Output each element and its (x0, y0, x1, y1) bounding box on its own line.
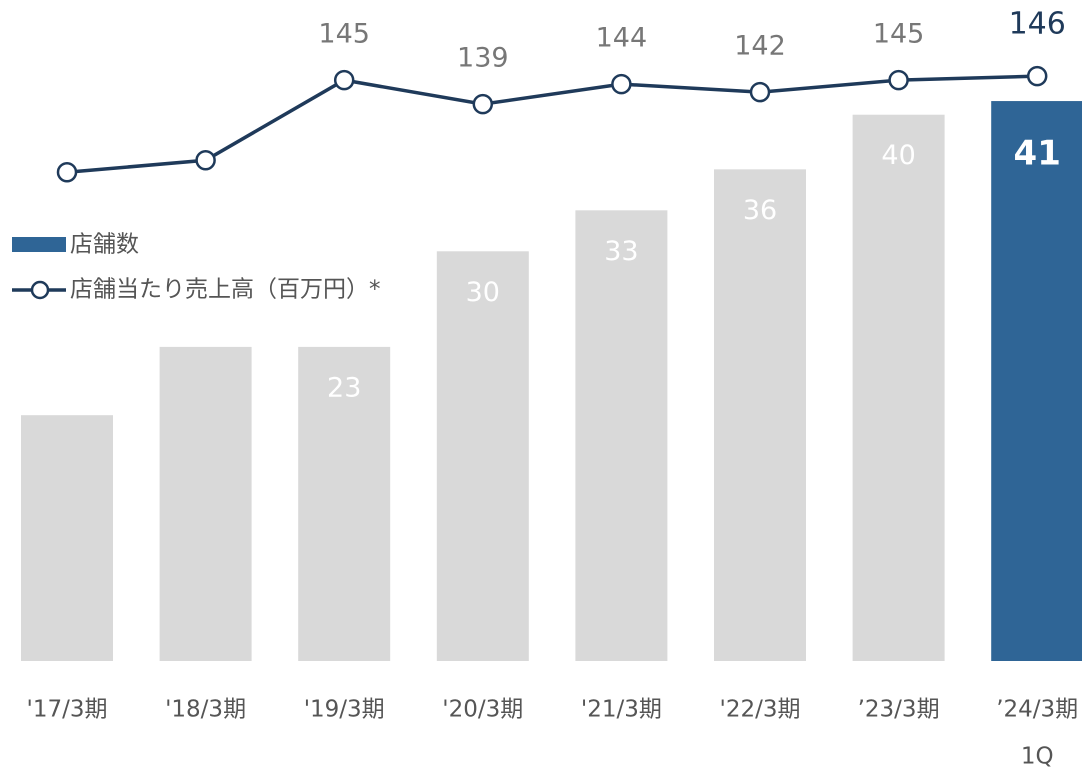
line-value-label: 144 (596, 23, 648, 54)
line-marker (749, 81, 771, 103)
bar-value-label: 36 (743, 195, 777, 226)
legend-label: 店舗数 (70, 232, 139, 258)
bar (159, 346, 252, 661)
line (66, 74, 1038, 175)
legend-swatch (12, 237, 66, 252)
line-marker (56, 162, 78, 183)
x-tick-label: ’23/3期 (858, 697, 940, 723)
bar-value-label: 23 (327, 372, 361, 403)
x-tick-label: '19/3期 (304, 697, 385, 723)
bar (714, 169, 806, 661)
bar (436, 251, 529, 662)
bar (991, 101, 1082, 661)
legend-marker (30, 280, 50, 300)
bar (21, 415, 113, 661)
x-tick-label: 1Q (1021, 744, 1054, 770)
legend-label: 店舗当たり売上高（百万円）* (70, 277, 381, 303)
line-marker (1026, 65, 1048, 87)
line-value-label: 142 (734, 31, 786, 62)
x-tick-label: '18/3期 (165, 697, 246, 723)
line-marker (333, 69, 355, 91)
line-marker (611, 73, 632, 95)
x-tick-label: '20/3期 (442, 697, 523, 723)
bar (852, 114, 945, 662)
x-tick-label: ’24/3期 (996, 697, 1078, 723)
line-value-label: 145 (873, 19, 925, 50)
bar (575, 210, 668, 661)
bar-value-label: 30 (466, 277, 500, 308)
x-tick-label: '21/3期 (581, 697, 662, 723)
line-marker (472, 93, 494, 115)
x-tick-label: '22/3期 (720, 697, 801, 723)
x-tick-label: '17/3期 (27, 697, 108, 723)
line-marker (195, 149, 216, 171)
line-value-label: 145 (318, 19, 370, 50)
bar-value-label: 41 (1014, 134, 1061, 174)
line-value-label: 146 (1009, 7, 1066, 42)
line-marker (888, 69, 909, 91)
bar-value-label: 33 (604, 236, 638, 267)
line-value-label: 139 (457, 43, 509, 74)
bar (298, 346, 391, 661)
bar-value-label: 40 (881, 140, 915, 171)
